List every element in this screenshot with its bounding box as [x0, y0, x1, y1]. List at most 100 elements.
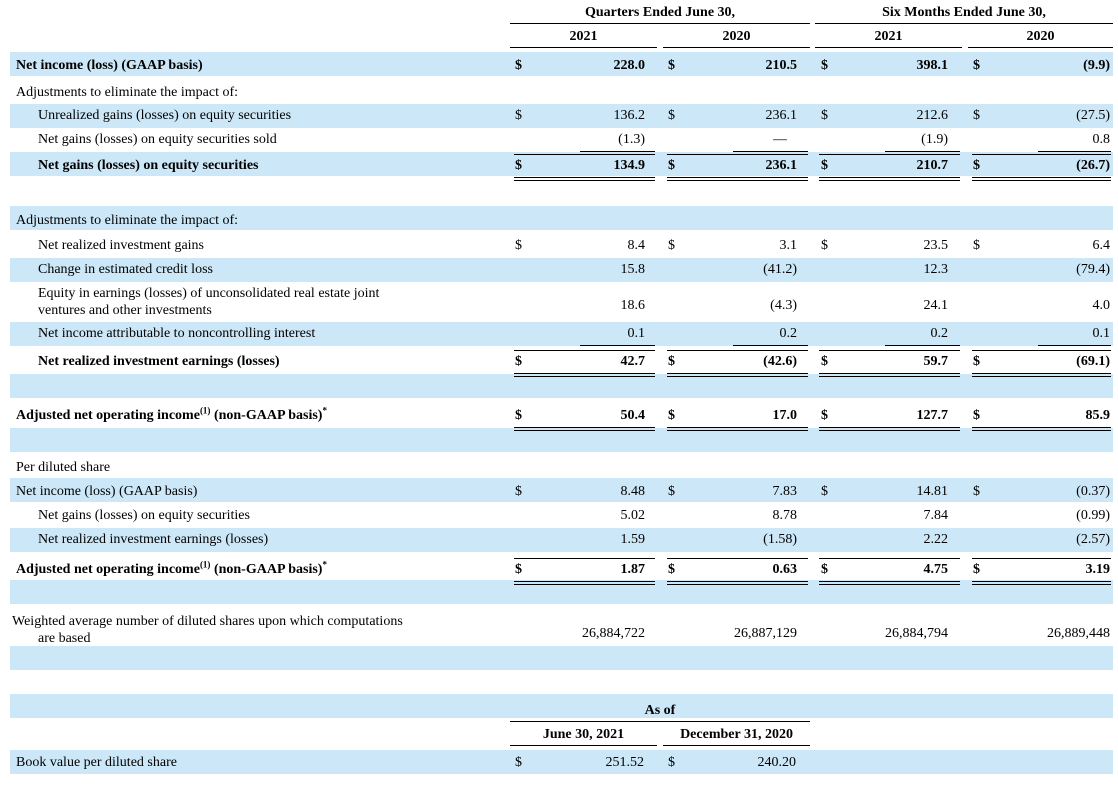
row-label-text: Unrealized gains (losses) on equity secu…: [38, 108, 292, 123]
row-label: Weighted average number of diluted share…: [12, 613, 403, 631]
table-cell: 14.81: [916, 484, 949, 499]
row-label: Net realized investment gains: [38, 237, 204, 255]
table-cell: (4.3): [770, 298, 797, 313]
row-label: Per diluted share: [16, 459, 110, 477]
table-cell: 4.75: [923, 562, 949, 577]
book-col-header: June 30, 2021: [542, 727, 625, 742]
row-label: Net gains (losses) on equity securities: [38, 157, 259, 175]
total-double-rule: [819, 177, 960, 181]
currency-symbol: $: [515, 108, 522, 123]
table-cell: 85.9: [1085, 408, 1111, 423]
header-rule: [663, 745, 810, 746]
currency-symbol: $: [973, 238, 980, 253]
six-months-header: Six Months Ended June 30,: [882, 5, 1046, 20]
currency-symbol: $: [821, 354, 828, 369]
subtotal-rule: [514, 154, 655, 155]
table-cell: 6.4: [1092, 238, 1111, 253]
subtotal-rule: [514, 558, 655, 559]
row-label: Change in estimated credit loss: [38, 261, 213, 279]
table-cell: (0.99): [1076, 508, 1110, 523]
currency-symbol: $: [668, 484, 675, 499]
row-label: Adjusted net operating income(1) (non-GA…: [16, 405, 327, 425]
table-cell: 17.0: [772, 408, 798, 423]
row-label-text: Net realized investment earnings (losses…: [38, 532, 269, 547]
table-cell: (1.9): [921, 132, 948, 147]
currency-symbol: $: [515, 58, 522, 73]
book-value-cell: 240.20: [757, 755, 797, 770]
total-double-rule: [667, 373, 808, 377]
row-label-text: Adjusted net operating income: [16, 408, 200, 423]
subtotal-rule: [819, 154, 960, 155]
row-label-text: Adjustments to eliminate the impact of:: [16, 85, 239, 100]
row-label-text: Net realized investment earnings (losses…: [38, 354, 280, 369]
table-cell: 0.2: [779, 326, 798, 341]
asterisk-marker: *: [322, 559, 327, 570]
currency-symbol: $: [668, 238, 675, 253]
row-label-continuation: are based: [38, 631, 91, 646]
table-cell: 127.7: [916, 408, 949, 423]
currency-symbol: $: [973, 484, 980, 499]
row-band: [10, 428, 1113, 452]
total-double-rule: [972, 427, 1111, 431]
table-cell: 134.9: [613, 158, 646, 173]
year-header: 2021: [874, 29, 903, 44]
row-band: [10, 528, 1113, 552]
row-label-text: Net income attributable to noncontrollin…: [38, 326, 316, 341]
table-cell: (0.37): [1076, 484, 1110, 499]
header-rule: [510, 23, 810, 24]
currency-symbol: $: [973, 108, 980, 123]
total-double-rule: [667, 177, 808, 181]
sum-rule: [733, 151, 808, 152]
footnote-marker: (1): [199, 405, 211, 416]
row-label: Unrealized gains (losses) on equity secu…: [38, 107, 291, 125]
table-cell: 210.5: [765, 58, 798, 73]
row-label: Net income (loss) (GAAP basis): [16, 57, 203, 75]
currency-symbol: $: [821, 158, 828, 173]
row-band: [10, 152, 1113, 176]
row-label: Net realized investment earnings (losses…: [38, 531, 268, 549]
row-label-tail: (non-GAAP basis): [210, 408, 323, 423]
row-band: [10, 646, 1113, 670]
sum-rule: [580, 345, 655, 346]
table-cell: 236.1: [765, 158, 798, 173]
row-label-text: Adjustments to eliminate the impact of:: [16, 213, 239, 228]
table-cell: 8.4: [627, 238, 646, 253]
footnote-marker: (1): [199, 559, 211, 570]
currency-symbol: $: [668, 755, 675, 770]
row-label: Net gains (losses) on equity securities: [38, 507, 250, 525]
table-cell: (42.6): [763, 354, 797, 369]
table-cell: (1.3): [618, 132, 645, 147]
currency-symbol: $: [973, 562, 980, 577]
currency-symbol: $: [821, 562, 828, 577]
total-double-rule: [667, 581, 808, 585]
table-cell: 26,887,129: [734, 626, 797, 641]
table-cell: 0.8: [1092, 132, 1111, 147]
row-band: [10, 374, 1113, 398]
quarters-header: Quarters Ended June 30,: [584, 5, 736, 20]
row-band: [10, 322, 1113, 346]
row-label-text: Net income (loss) (GAAP basis): [16, 484, 198, 499]
total-double-rule: [667, 427, 808, 431]
table-cell: 3.1: [779, 238, 798, 253]
row-label-text: Weighted average number of diluted share…: [12, 614, 403, 629]
row-label: Net income attributable to noncontrollin…: [38, 325, 315, 343]
row-band: [10, 104, 1113, 128]
table-cell: 4.0: [1092, 298, 1111, 313]
total-double-rule: [972, 373, 1111, 377]
header-rule: [815, 47, 962, 48]
as-of-header: As of: [644, 703, 676, 718]
table-cell: 5.02: [620, 508, 646, 523]
currency-symbol: $: [973, 408, 980, 423]
currency-symbol: $: [973, 354, 980, 369]
sum-rule: [885, 151, 960, 152]
table-cell: 398.1: [916, 58, 949, 73]
row-label-text: Net gains (losses) on equity securities: [38, 158, 259, 173]
row-label-text: Change in estimated credit loss: [38, 262, 213, 277]
row-label: Net income (loss) (GAAP basis): [16, 483, 197, 501]
table-cell: 228.0: [613, 58, 646, 73]
row-label: Net gains (losses) on equity securities …: [38, 131, 277, 149]
currency-symbol: $: [821, 238, 828, 253]
table-cell: 23.5: [923, 238, 949, 253]
currency-symbol: $: [973, 58, 980, 73]
subtotal-rule: [819, 350, 960, 351]
